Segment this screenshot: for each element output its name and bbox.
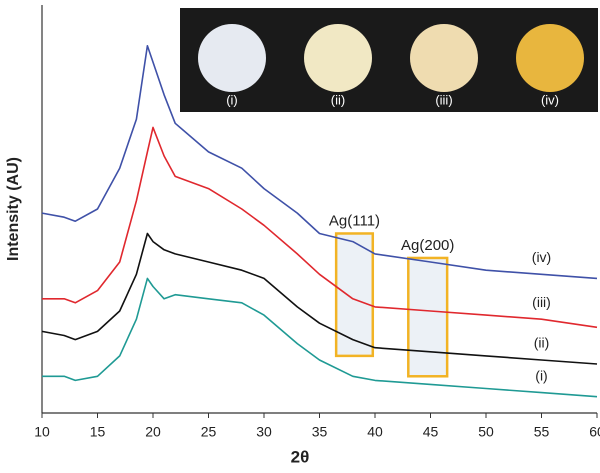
series-label: (i) xyxy=(535,367,547,383)
inset-label: (iii) xyxy=(435,92,452,107)
series-label: (ii) xyxy=(534,335,550,351)
x-tick-label: 25 xyxy=(201,424,217,440)
inset-label: (iv) xyxy=(541,92,559,107)
series-line xyxy=(41,45,598,280)
sample-disc xyxy=(410,24,478,92)
x-tick-label: 45 xyxy=(423,424,439,440)
series-line xyxy=(41,232,598,365)
x-tick-label: 20 xyxy=(145,424,161,440)
y-axis-label: Intensity (AU) xyxy=(5,157,22,261)
inset-label: (ii) xyxy=(331,92,345,107)
x-tick-label: 55 xyxy=(534,424,550,440)
series-label: (iv) xyxy=(532,249,551,265)
series-label: (iii) xyxy=(532,294,551,310)
x-tick-label: 60 xyxy=(589,424,600,440)
x-tick-label: 50 xyxy=(478,424,494,440)
x-tick-label: 15 xyxy=(90,424,106,440)
sample-disc xyxy=(198,24,266,92)
x-tick-label: 10 xyxy=(34,424,50,440)
sample-disc xyxy=(304,24,372,92)
sample-disc xyxy=(516,24,584,92)
x-tick-label: 40 xyxy=(367,424,383,440)
inset-label: (i) xyxy=(226,92,238,107)
highlight-label: Ag(111) xyxy=(329,212,380,229)
x-tick-label: 35 xyxy=(312,424,328,440)
series-line xyxy=(42,277,598,398)
highlight-box xyxy=(407,256,449,378)
series-line xyxy=(42,126,598,329)
highlight-box xyxy=(334,232,375,358)
x-tick-label: 30 xyxy=(256,424,272,440)
x-axis-label: 2θ xyxy=(291,447,310,466)
highlight-label: Ag(200) xyxy=(401,237,454,254)
